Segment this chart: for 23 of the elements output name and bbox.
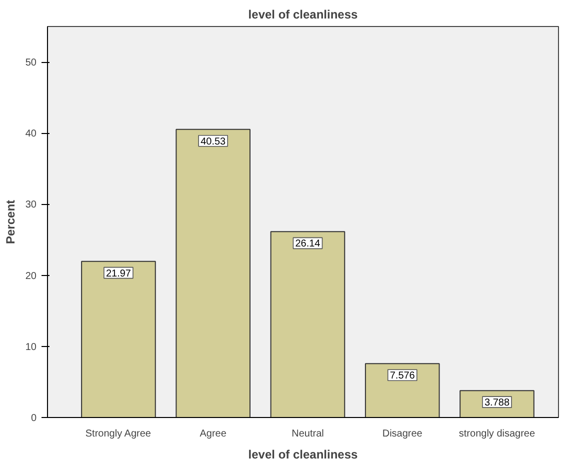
x-tick-label: Strongly Agree: [85, 428, 152, 440]
y-tick-label: 50: [25, 58, 37, 69]
bar: [81, 260, 156, 418]
y-tick-label: 20: [25, 270, 37, 282]
x-tick-label: Disagree: [382, 428, 423, 440]
y-tick-label: 0: [30, 413, 37, 424]
bar: [364, 363, 440, 418]
x-tick-label: Neutral: [292, 428, 324, 440]
y-tick-label: 40: [25, 128, 37, 140]
y-tick-label: 10: [25, 342, 37, 353]
bar: [270, 231, 346, 418]
x-tick-label: Agree: [200, 428, 227, 440]
x-tick-label: strongly disagree: [458, 428, 536, 440]
y-tick-label: 30: [25, 200, 37, 211]
x-axis-title: level of cleanliness: [248, 448, 358, 462]
data-label: 21.97: [106, 268, 132, 280]
y-axis-title: Percent: [3, 200, 18, 244]
chart-title: level of cleanliness: [248, 8, 358, 22]
data-label: 3.788: [484, 398, 510, 409]
data-label: 7.576: [390, 370, 416, 382]
bar: [176, 128, 251, 418]
data-label: 26.14: [295, 238, 321, 250]
data-label: 40.53: [200, 136, 226, 148]
